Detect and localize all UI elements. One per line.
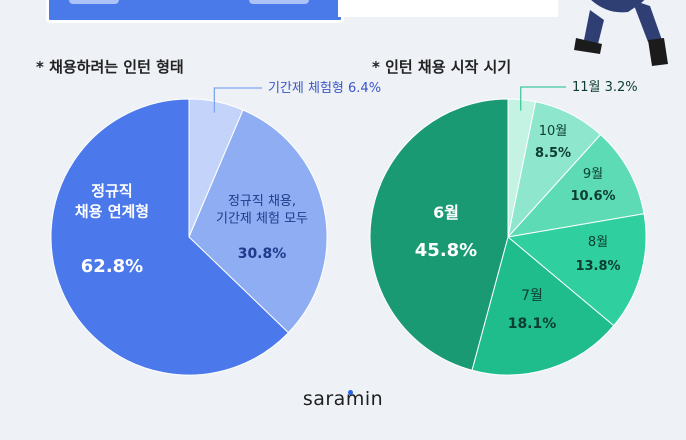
slice-value-label: 45.8% [415, 240, 477, 261]
slice-value-label: 18.1% [508, 316, 557, 332]
slice-label: 채용 연계형 [75, 202, 149, 220]
pie-slice-13-8 [506, 213, 647, 327]
slice-label: 9월 [583, 167, 603, 182]
slice-label: 6월 [433, 203, 459, 222]
left-chart-title: * 채용하려는 인턴 형태 [36, 58, 184, 76]
slice-value-label: 13.8% [575, 259, 620, 274]
pie-slice-45-8 [369, 98, 509, 371]
slice-value-label: 62.8% [81, 256, 143, 277]
slice-label: 정규직 채용, [228, 194, 296, 209]
slice-label: 기간제 체험 모두 [216, 212, 308, 227]
pie-slice-30-8 [188, 109, 328, 334]
slice-value-label: 10.6% [570, 189, 615, 204]
title-banner [46, 0, 344, 23]
title-blurred-text [249, 0, 309, 4]
subtitle-banner [338, 0, 558, 17]
slice-label: 기간제 체험형 6.4% [268, 81, 381, 96]
slice-label: 7월 [521, 288, 543, 304]
slice-label: 10월 [539, 124, 568, 139]
slice-value-label: 30.8% [238, 246, 287, 262]
slice-label: 11월 3.2% [572, 80, 638, 95]
leader-line [520, 86, 566, 111]
person-illustration [574, 0, 668, 66]
slice-label: 정규직 [91, 182, 132, 200]
pie-chart-start-month: 6월 45.8% 7월 18.1% 8월 13.8% 9월 10.6% 10월 8.5% 11월 3… [369, 80, 647, 376]
right-chart-title: * 인턴 채용 시작 시기 [372, 58, 512, 76]
title-blurred-text [69, 0, 119, 4]
pie-slice-10-6 [506, 133, 645, 238]
pie-slice-18-1 [471, 236, 615, 376]
slice-value-label: 8.5% [535, 146, 571, 161]
slice-label: 8월 [588, 235, 608, 250]
pie-slice-62-8 [50, 98, 290, 376]
saramin-logo: saramin [302, 388, 384, 410]
leader-line [213, 87, 262, 113]
logo-dot [348, 390, 353, 395]
